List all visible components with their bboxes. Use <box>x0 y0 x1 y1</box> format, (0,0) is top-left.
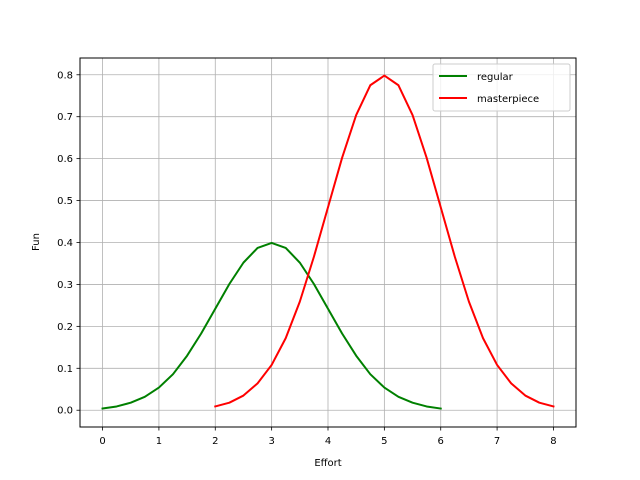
series-line-masterpiece <box>214 74 555 408</box>
legend-box <box>432 63 571 112</box>
y-tick-label: 0.8 <box>57 70 73 81</box>
x-tick-label: 7 <box>494 436 500 447</box>
y-tick-label: 0.2 <box>57 322 73 333</box>
plot-area <box>79 57 577 428</box>
y-tick-label: 0.0 <box>57 406 73 417</box>
legend: regular masterpiece <box>432 63 571 112</box>
y-tick-label: 0.4 <box>57 238 73 249</box>
legend-label-regular: regular <box>477 72 514 83</box>
series-line-regular <box>101 241 442 410</box>
y-axis: 0.0 0.1 0.2 0.3 0.4 0.5 0.6 0.7 0.8 <box>57 70 80 417</box>
y-tick-label: 0.3 <box>57 280 73 291</box>
x-tick-label: 4 <box>325 436 331 447</box>
y-axis-label: Fun <box>31 233 42 251</box>
series-layer <box>101 74 555 410</box>
x-axis-label: Effort <box>314 458 341 469</box>
legend-label-masterpiece: masterpiece <box>477 94 539 105</box>
y-tick-label: 0.5 <box>57 196 73 207</box>
x-tick-label: 5 <box>381 436 387 447</box>
x-tick-label: 2 <box>212 436 218 447</box>
x-tick-label: 0 <box>99 436 105 447</box>
x-tick-label: 8 <box>550 436 556 447</box>
x-tick-label: 6 <box>438 436 444 447</box>
y-tick-label: 0.1 <box>57 364 73 375</box>
x-tick-label: 1 <box>156 436 162 447</box>
y-tick-label: 0.7 <box>57 112 73 123</box>
x-tick-label: 3 <box>268 436 274 447</box>
y-tick-label: 0.6 <box>57 154 73 165</box>
x-axis: 0 1 2 3 4 5 6 7 8 <box>99 427 557 447</box>
